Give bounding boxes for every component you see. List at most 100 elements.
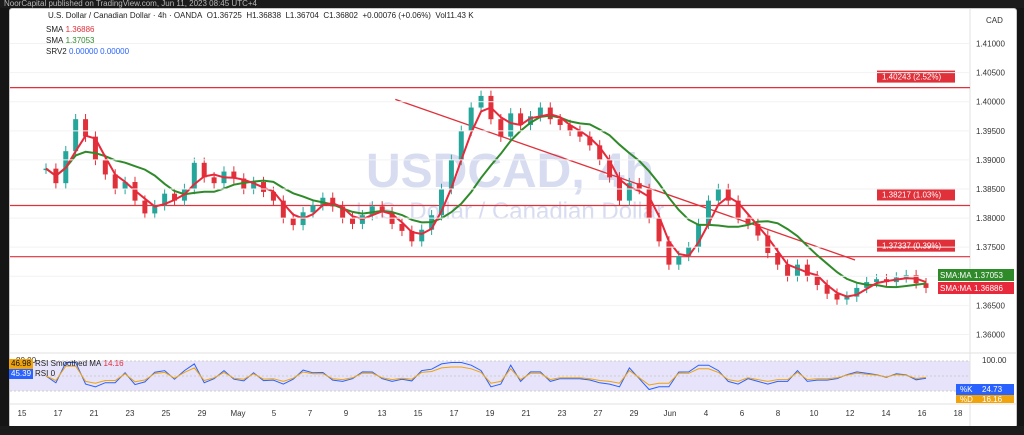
candle-body: [231, 171, 237, 179]
sma-group: [45, 106, 927, 298]
rsi-label-1: 46.98: [9, 359, 34, 369]
candle-body: [419, 229, 425, 242]
candle-body: [83, 119, 89, 137]
candle-body: [201, 162, 207, 178]
y-tick-label: 1.40000: [976, 98, 1005, 107]
y-tick-label: 1.39000: [976, 156, 1005, 165]
rsi-labels: 46.98 RSI Smoothed MA 14.16 45.39 RSI 0: [9, 359, 124, 379]
candle-body: [142, 200, 148, 214]
level-badge: [877, 70, 955, 83]
rsi-label-1-name: RSI: [35, 359, 49, 368]
candle-body: [755, 223, 761, 236]
candle-body: [646, 189, 652, 219]
candle-body: [290, 218, 296, 226]
symbol-line: U.S. Dollar / Canadian Dollar · 4h · OAN…: [48, 11, 203, 20]
candle-body: [537, 107, 543, 117]
y-tick-label: 1.37500: [976, 243, 1005, 252]
candle-body: [122, 182, 128, 189]
rsi-line: [45, 362, 927, 391]
candle-body: [211, 177, 217, 184]
x-tick-label: 5: [272, 409, 277, 418]
change-value: +0.00076 (+0.06%): [362, 11, 431, 20]
publisher-bar: NoorCapital published on TradingView.com…: [0, 0, 1024, 8]
candle-body: [597, 145, 603, 160]
legend-srv2-value-2: 0.00000: [100, 47, 130, 56]
candle-body: [705, 200, 711, 224]
open-value: O1.36725: [206, 11, 242, 20]
rsi-label-1-text: Smoothed MA: [50, 359, 102, 368]
high-value: H1.36838: [246, 11, 282, 20]
x-tick-label: 23: [558, 409, 567, 418]
candle-body: [834, 293, 840, 300]
candle-body: [152, 205, 158, 214]
rsi-d-label: %D: [960, 395, 973, 404]
y-tick-label: 1.36000: [976, 330, 1005, 339]
legend-sma-slow[interactable]: SMA 1.37053: [46, 35, 129, 46]
candle-body: [310, 205, 316, 213]
x-tick-label: 15: [18, 409, 27, 418]
candle-body: [379, 206, 385, 213]
rsi-ma-line: [45, 365, 927, 386]
sma-ma-badge-2-label: SMA:MA: [940, 284, 972, 293]
sma-ma-badge-1-label: SMA:MA: [940, 271, 972, 280]
candle-body: [824, 285, 830, 294]
rsi-label-row-2: 45.39 RSI 0: [9, 369, 124, 379]
candle-body: [102, 159, 108, 175]
level-badge: [877, 188, 955, 201]
y-tick-label: 1.36500: [976, 301, 1005, 310]
x-tick-label: 27: [594, 409, 603, 418]
legend-sma-fast[interactable]: SMA 1.36886: [46, 24, 129, 35]
candle-body: [725, 189, 731, 201]
candle-body: [626, 183, 632, 201]
x-tick-label: 6: [740, 409, 745, 418]
x-tick-label: 19: [486, 409, 495, 418]
chart-container[interactable]: USDCAD, 4h U.S. Dollar / Canadian Dollar…: [9, 8, 1017, 428]
y-tick-label: 1.38000: [976, 214, 1005, 223]
candle-body: [448, 159, 454, 189]
level-badge-label: 1.40243 (2.52%): [882, 73, 941, 82]
candle-body: [409, 230, 415, 242]
rsi-label-2: 45.39: [9, 369, 34, 379]
candle-body: [73, 119, 79, 152]
candle-body: [686, 247, 692, 256]
candle-body: [577, 130, 583, 137]
legend-srv2[interactable]: SRV2 0.00000 0.00000: [46, 46, 129, 57]
candle-body: [518, 113, 524, 125]
level-badge: [877, 239, 955, 252]
rsi-group: [45, 362, 927, 391]
rsi-d-badge: [956, 395, 1014, 403]
level-badge-label: 1.37337 (0.39%): [882, 242, 941, 251]
x-tick-label: 9: [344, 409, 349, 418]
x-axis: 15 17 21 23 25 29 May 5 7 9 13 15 17 19 21 23 27 29 Jun 4 6 8…: [18, 409, 963, 418]
candle-body: [498, 119, 504, 137]
price-chart-svg[interactable]: USDCAD, 4h U.S. Dollar / Canadian Dollar…: [10, 9, 1016, 427]
candle-body: [587, 136, 593, 146]
candle-body: [270, 191, 276, 201]
candle-body: [280, 200, 286, 219]
x-tick-label: 15: [414, 409, 423, 418]
y-tick-label: 1.39500: [976, 127, 1005, 136]
sma-slow-line: [45, 114, 927, 289]
candle-body: [191, 162, 197, 189]
candle-body: [162, 193, 168, 206]
candle-body: [340, 206, 346, 219]
legend-srv2-label: SRV2: [46, 47, 67, 56]
x-tick-label: 18: [954, 409, 963, 418]
x-tick-label: Jun: [664, 409, 677, 418]
candle-body: [567, 125, 573, 131]
y-tick-label: 1.41000: [976, 40, 1005, 49]
candle-body: [557, 119, 563, 125]
x-tick-label: 21: [90, 409, 99, 418]
x-tick-label: 25: [162, 409, 171, 418]
y-tick-label: 1.40500: [976, 69, 1005, 78]
candle-body: [854, 287, 860, 297]
legend-sma-slow-value: 1.37053: [65, 36, 95, 45]
candle-body: [666, 241, 672, 265]
indicator-legend: SMA 1.36886 SMA 1.37053 SRV2 0.00000 0.0…: [46, 24, 129, 57]
x-tick-label: 7: [308, 409, 313, 418]
sma-fast-line: [45, 106, 927, 298]
x-tick-label: 16: [918, 409, 927, 418]
candle-body: [874, 279, 880, 283]
candle-body: [112, 174, 118, 189]
